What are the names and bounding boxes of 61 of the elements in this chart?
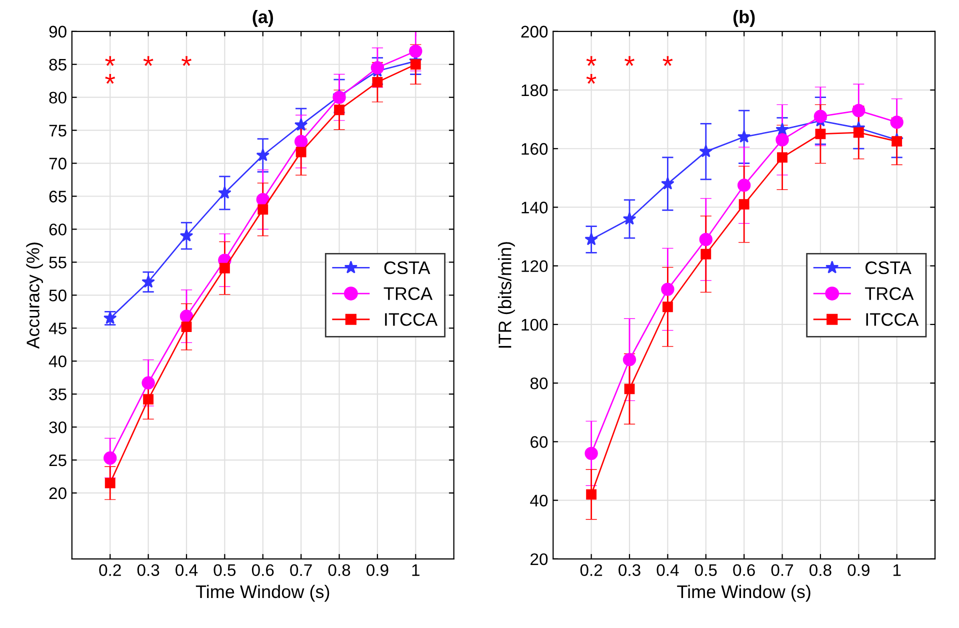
x-tick-label: 0.4 [656,564,679,576]
annotation: * * [586,56,596,84]
y-tick-label: 40 [48,356,66,368]
y-tick-label: 80 [49,92,66,104]
x-tick-label: 0.3 [618,564,640,576]
annotation: * [182,56,192,66]
legend-label: TRCA [384,287,433,300]
x-tick-label: 0.5 [214,564,236,576]
y-tick-label: 60 [530,436,548,448]
legend-label: TRCA [865,287,914,300]
y-tick-label: 180 [522,84,548,96]
y-tick-label: 20 [530,553,548,566]
x-tick-label: 0.9 [366,564,388,576]
y-tick-label: 40 [530,494,548,507]
chart-title: (a) [252,10,274,27]
y-tick-label: 55 [49,256,66,268]
x-tick-label: 0.4 [176,564,198,576]
y-tick-label: 160 [522,143,548,155]
y-tick-label: 90 [49,26,66,38]
y-tick-label: 200 [521,26,548,38]
x-tick-label: 0.2 [580,564,602,576]
x-tick-label: 0.2 [99,564,121,576]
y-tick-label: 100 [522,318,548,331]
x-axis-title: Time Window (s) [196,584,330,602]
y-axis-title: Accuracy (%) [26,242,43,349]
y-tick-label: 65 [49,190,66,202]
legend-label: ITCCA [385,313,438,326]
x-tick-label: 0.6 [733,564,755,576]
x-tick-label: 0.6 [252,564,274,576]
legend-label: ITCCA [866,313,919,326]
y-tick-label: 85 [49,58,66,71]
legend-label: CSTA [384,261,430,274]
x-tick-label: 1 [412,564,420,576]
x-tick-label: 0.3 [137,564,160,576]
x-tick-label: 0.8 [810,564,832,576]
x-axis-title: Time Window (s) [677,584,810,602]
x-tick-label: 0.7 [290,564,312,576]
y-tick-label: 20 [49,487,66,500]
annotation: * [143,56,154,66]
legend-label: CSTA [866,261,912,274]
x-tick-label: 1 [893,564,901,576]
y-tick-label: 35 [49,388,66,400]
x-tick-label: 0.9 [848,564,870,576]
chart-title: (b) [733,10,755,27]
x-tick-label: 0.7 [771,564,794,576]
y-tick-label: 30 [49,421,66,434]
y-tick-label: 25 [49,454,66,466]
y-tick-label: 140 [522,202,548,214]
annotation: * * [105,56,116,84]
y-tick-label: 80 [530,377,548,390]
y-tick-label: 50 [49,290,66,302]
y-tick-label: 45 [48,322,66,334]
y-tick-label: 60 [49,224,66,236]
annotation: * [662,56,673,66]
annotation: * [624,56,634,66]
y-tick-label: 70 [49,158,66,170]
y-tick-label: 75 [49,124,66,137]
x-tick-label: 0.5 [694,564,717,576]
y-tick-label: 120 [522,260,548,272]
x-tick-label: 0.8 [328,564,350,576]
y-axis-title: ITR (bits/min) [498,242,515,348]
